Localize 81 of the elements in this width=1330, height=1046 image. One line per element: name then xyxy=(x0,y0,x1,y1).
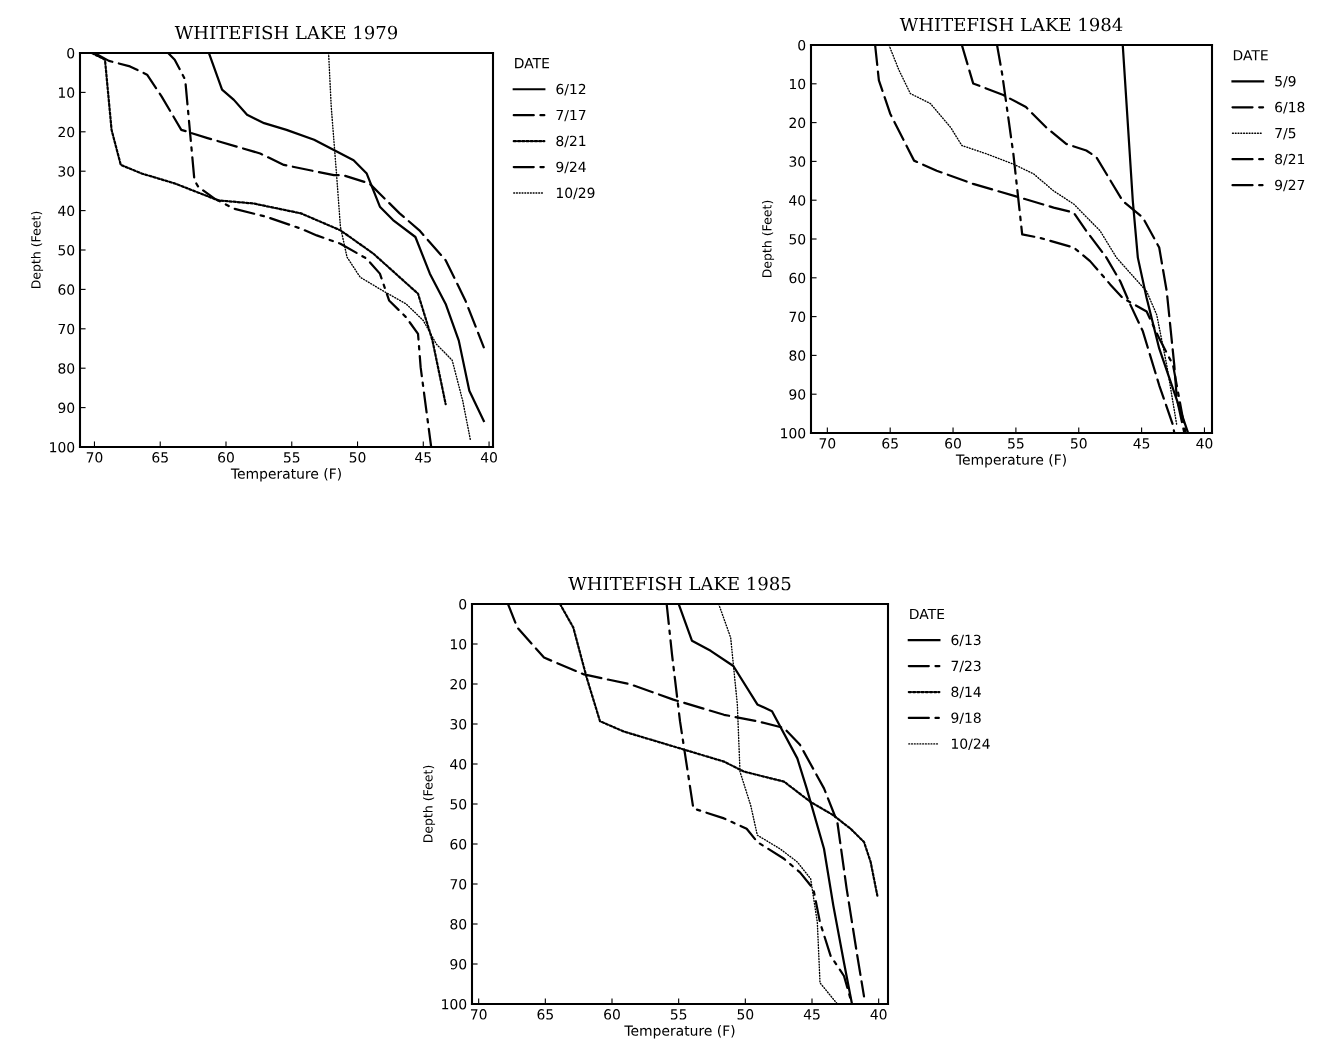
y-tick-label: 50 xyxy=(789,233,806,245)
legend-label: 10/29 xyxy=(556,187,595,200)
y-tick-label: 70 xyxy=(789,311,806,323)
x-tick-label: 65 xyxy=(537,1009,553,1020)
x-tick-label: 55 xyxy=(670,1009,687,1020)
y-tick-label: 90 xyxy=(58,402,75,414)
legend-label: 6/12 xyxy=(556,83,586,96)
y-tick-label: 10 xyxy=(58,87,75,98)
chart-title: WHITEFISH LAKE 1985 xyxy=(568,576,791,591)
x-tick-label: 50 xyxy=(1070,438,1087,449)
x-tick-label: 65 xyxy=(882,438,898,449)
x-tick-label: 70 xyxy=(819,438,836,449)
x-tick-label: 40 xyxy=(870,1009,887,1020)
legend-label: 9/27 xyxy=(1275,179,1305,192)
y-tick-label: 30 xyxy=(450,718,467,730)
y-tick-label: 20 xyxy=(58,126,75,138)
y-tick-label: 100 xyxy=(781,427,806,439)
x-axis-title: Temperature (F) xyxy=(624,1025,735,1039)
legend-label: 6/18 xyxy=(1275,101,1305,114)
x-tick-label: 55 xyxy=(1008,438,1024,449)
x-tick-label: 45 xyxy=(415,452,431,463)
legend-label: 10/24 xyxy=(952,738,990,751)
legend-label: 7/5 xyxy=(1275,127,1296,140)
y-tick-label: 90 xyxy=(450,958,467,970)
y-tick-label: 70 xyxy=(450,878,467,890)
y-tick-label: 0 xyxy=(798,39,806,51)
y-tick-label: 100 xyxy=(50,441,75,453)
y-tick-label: 80 xyxy=(58,363,75,374)
y-tick-label: 10 xyxy=(450,638,467,650)
y-tick-label: 40 xyxy=(789,195,806,206)
legend-title: DATE xyxy=(1233,50,1268,61)
legend-label: 9/18 xyxy=(951,712,981,725)
x-tick-label: 60 xyxy=(218,452,234,463)
y-tick-label: 40 xyxy=(450,758,467,770)
x-tick-label: 55 xyxy=(284,452,300,463)
y-axis-title: Depth (Feet) xyxy=(761,200,775,278)
x-tick-label: 45 xyxy=(803,1009,820,1020)
x-tick-label: 50 xyxy=(349,452,366,463)
x-tick-label: 65 xyxy=(152,452,168,463)
x-tick-label: 40 xyxy=(1196,438,1213,449)
legend-label: 7/23 xyxy=(951,660,981,673)
y-tick-label: 70 xyxy=(58,323,75,335)
x-tick-label: 70 xyxy=(86,452,103,463)
x-tick-label: 40 xyxy=(480,452,497,463)
y-tick-label: 90 xyxy=(789,389,806,400)
chart-title: WHITEFISH LAKE 1979 xyxy=(174,25,398,40)
x-tick-label: 60 xyxy=(604,1009,620,1020)
y-tick-label: 20 xyxy=(450,678,467,690)
y-tick-label: 60 xyxy=(450,838,467,850)
x-tick-label: 45 xyxy=(1133,438,1150,449)
x-axis-title: Temperature (F) xyxy=(230,468,341,482)
y-tick-label: 50 xyxy=(450,798,467,810)
y-axis-title: Depth (Feet) xyxy=(30,211,44,289)
y-axis-title: Depth (Feet) xyxy=(422,765,436,843)
legend-label: 6/13 xyxy=(951,634,981,647)
y-tick-label: 50 xyxy=(58,244,75,256)
y-tick-label: 60 xyxy=(58,284,75,295)
legend-title: DATE xyxy=(515,58,550,69)
legend-title: DATE xyxy=(910,608,945,620)
y-tick-label: 40 xyxy=(58,205,75,217)
y-tick-label: 30 xyxy=(58,166,75,177)
legend-label: 8/21 xyxy=(1275,153,1305,166)
y-tick-label: 0 xyxy=(67,47,75,59)
legend-label: 8/21 xyxy=(556,135,586,148)
y-tick-label: 30 xyxy=(789,156,806,167)
legend-label: 7/17 xyxy=(556,109,586,122)
legend-label: 5/9 xyxy=(1275,75,1296,88)
y-tick-label: 0 xyxy=(459,598,467,610)
y-tick-label: 10 xyxy=(789,78,806,90)
x-tick-label: 50 xyxy=(737,1009,754,1020)
legend-label: 9/24 xyxy=(556,161,586,174)
x-axis-title: Temperature (F) xyxy=(955,454,1066,468)
x-tick-label: 60 xyxy=(945,438,961,449)
legend-label: 8/14 xyxy=(951,686,981,699)
y-tick-label: 80 xyxy=(450,918,467,930)
chart-title: WHITEFISH LAKE 1984 xyxy=(899,17,1123,32)
y-tick-label: 80 xyxy=(789,350,806,361)
y-tick-label: 20 xyxy=(789,117,806,129)
y-tick-label: 100 xyxy=(442,998,467,1010)
x-tick-label: 70 xyxy=(470,1009,487,1020)
y-tick-label: 60 xyxy=(789,272,806,284)
